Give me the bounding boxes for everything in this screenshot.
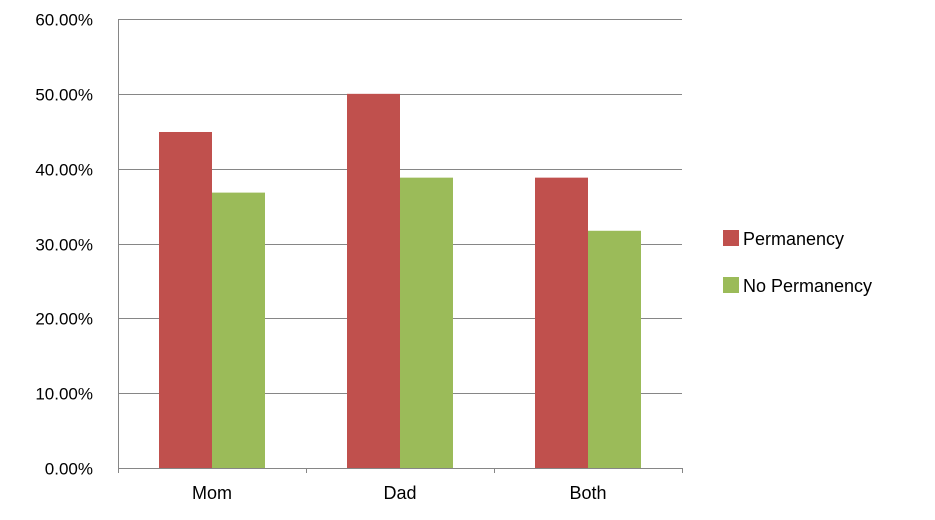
x-tick-label: Dad — [383, 483, 416, 503]
y-tick-label: 60.00% — [35, 11, 93, 30]
x-tick-label: Both — [569, 483, 606, 503]
y-axis-tick-labels: 0.00% 10.00% 20.00% 30.00% 40.00% 50.00% 60.00… — [35, 11, 93, 479]
bar-permanency-both — [535, 177, 588, 468]
bars — [159, 93, 641, 468]
legend-label: Permanency — [743, 229, 844, 249]
y-tick-label: 30.00% — [35, 236, 93, 255]
legend-swatch-no-permanency — [723, 277, 739, 293]
bar-no-permanency-mom — [212, 192, 265, 468]
bar-permanency-dad — [347, 93, 400, 468]
y-tick-label: 40.00% — [35, 161, 93, 180]
y-tick-label: 50.00% — [35, 86, 93, 105]
y-tick-label: 20.00% — [35, 310, 93, 329]
y-tick-label: 10.00% — [35, 385, 93, 404]
legend-swatch-permanency — [723, 230, 739, 246]
y-tick-label: 0.00% — [45, 460, 93, 479]
bar-permanency-mom — [159, 131, 212, 468]
x-tick-label: Mom — [192, 483, 232, 503]
legend-label: No Permanency — [743, 276, 872, 296]
bar-no-permanency-both — [588, 230, 641, 468]
axes — [118, 19, 683, 473]
legend: Permanency No Permanency — [723, 229, 872, 296]
bar-no-permanency-dad — [400, 177, 453, 468]
x-axis-tick-labels: Mom Dad Both — [192, 483, 607, 503]
